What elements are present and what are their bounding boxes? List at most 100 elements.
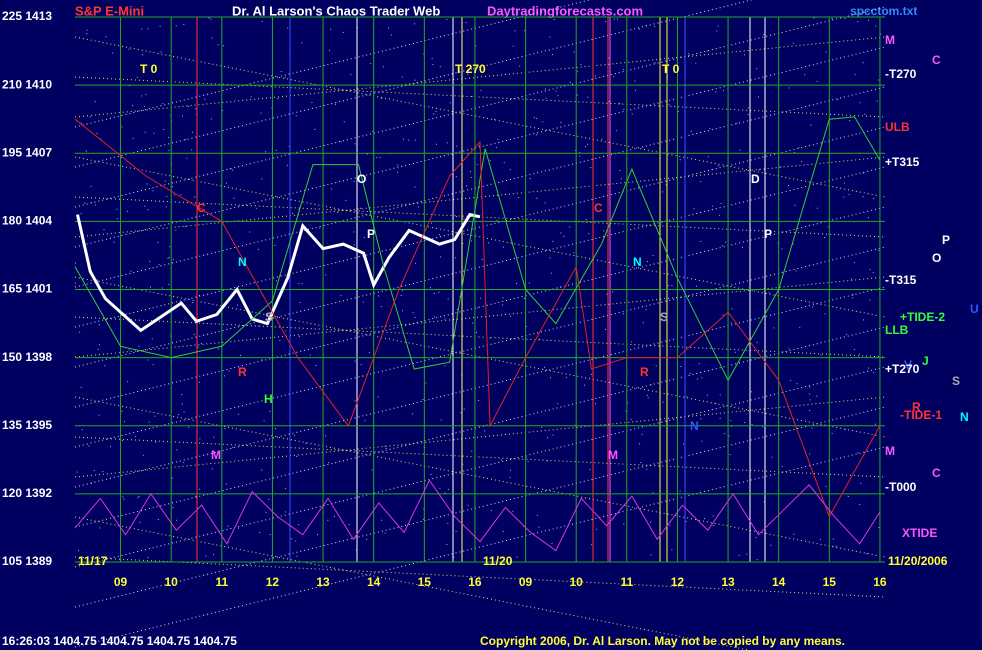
star bbox=[155, 441, 157, 443]
star bbox=[478, 145, 480, 147]
star bbox=[715, 91, 717, 93]
star bbox=[124, 421, 126, 423]
star bbox=[816, 395, 818, 397]
day-label: 11/20/2006 bbox=[888, 554, 948, 568]
star bbox=[478, 400, 480, 402]
x-tick-label: 15 bbox=[418, 575, 432, 589]
star bbox=[198, 294, 200, 296]
star bbox=[415, 262, 417, 264]
star bbox=[104, 365, 106, 367]
star bbox=[176, 519, 178, 521]
star bbox=[652, 255, 654, 257]
star bbox=[142, 54, 144, 56]
star bbox=[462, 463, 464, 465]
star bbox=[275, 428, 276, 430]
star bbox=[411, 413, 413, 415]
star bbox=[777, 242, 779, 244]
annotation: O bbox=[932, 251, 941, 265]
star bbox=[451, 153, 453, 155]
star bbox=[447, 522, 449, 524]
star bbox=[183, 411, 185, 413]
star bbox=[143, 105, 145, 107]
star bbox=[873, 198, 875, 200]
star bbox=[696, 285, 698, 287]
star bbox=[718, 165, 720, 167]
star bbox=[853, 262, 855, 264]
star bbox=[730, 420, 732, 422]
star bbox=[862, 172, 864, 174]
annotation: N bbox=[690, 419, 699, 433]
star bbox=[859, 353, 861, 355]
star bbox=[429, 287, 431, 289]
star bbox=[549, 257, 551, 259]
star bbox=[502, 304, 504, 306]
star bbox=[728, 435, 730, 437]
star bbox=[686, 396, 688, 398]
star bbox=[646, 394, 648, 396]
star bbox=[713, 524, 715, 526]
star bbox=[832, 545, 834, 547]
star bbox=[864, 113, 866, 115]
star bbox=[744, 422, 746, 424]
star bbox=[199, 488, 201, 490]
star bbox=[487, 242, 489, 244]
star bbox=[857, 452, 859, 454]
star bbox=[183, 462, 185, 464]
annotation: C bbox=[932, 53, 941, 67]
star bbox=[560, 122, 562, 124]
star bbox=[197, 346, 199, 348]
star bbox=[798, 147, 800, 149]
star bbox=[654, 62, 656, 64]
star bbox=[546, 460, 548, 462]
star bbox=[444, 318, 446, 320]
star bbox=[185, 139, 187, 141]
star bbox=[298, 336, 300, 338]
star bbox=[327, 519, 329, 521]
annotation: S bbox=[952, 374, 960, 388]
star bbox=[655, 365, 657, 367]
star bbox=[149, 260, 151, 262]
star bbox=[859, 503, 861, 505]
star bbox=[439, 234, 441, 236]
star bbox=[569, 226, 571, 228]
star bbox=[210, 18, 212, 20]
star bbox=[709, 128, 711, 130]
annotation: U bbox=[970, 302, 979, 316]
annotation: T 270 bbox=[455, 62, 486, 76]
star bbox=[472, 67, 474, 69]
star bbox=[576, 94, 578, 96]
star bbox=[566, 376, 568, 378]
star bbox=[480, 89, 482, 91]
star bbox=[762, 426, 764, 428]
annotation: S bbox=[660, 310, 668, 324]
star bbox=[158, 264, 160, 266]
star bbox=[852, 293, 854, 295]
star bbox=[853, 349, 855, 351]
star bbox=[734, 351, 736, 353]
star bbox=[250, 96, 252, 98]
star bbox=[130, 270, 132, 272]
star bbox=[671, 549, 673, 551]
star bbox=[378, 295, 380, 297]
star bbox=[704, 518, 706, 520]
star bbox=[191, 149, 193, 151]
star bbox=[536, 197, 538, 199]
star bbox=[862, 319, 864, 321]
star bbox=[619, 103, 621, 105]
star bbox=[78, 550, 80, 552]
star bbox=[650, 554, 652, 556]
star bbox=[79, 331, 81, 333]
star bbox=[707, 156, 709, 158]
star bbox=[162, 103, 164, 105]
star bbox=[544, 88, 546, 90]
star bbox=[249, 231, 251, 233]
star bbox=[739, 149, 741, 151]
star bbox=[334, 103, 336, 105]
star bbox=[869, 268, 871, 270]
star bbox=[182, 115, 184, 117]
x-tick-label: 09 bbox=[114, 575, 128, 589]
star bbox=[274, 245, 276, 247]
star bbox=[291, 538, 293, 540]
annotation: N bbox=[238, 255, 247, 269]
